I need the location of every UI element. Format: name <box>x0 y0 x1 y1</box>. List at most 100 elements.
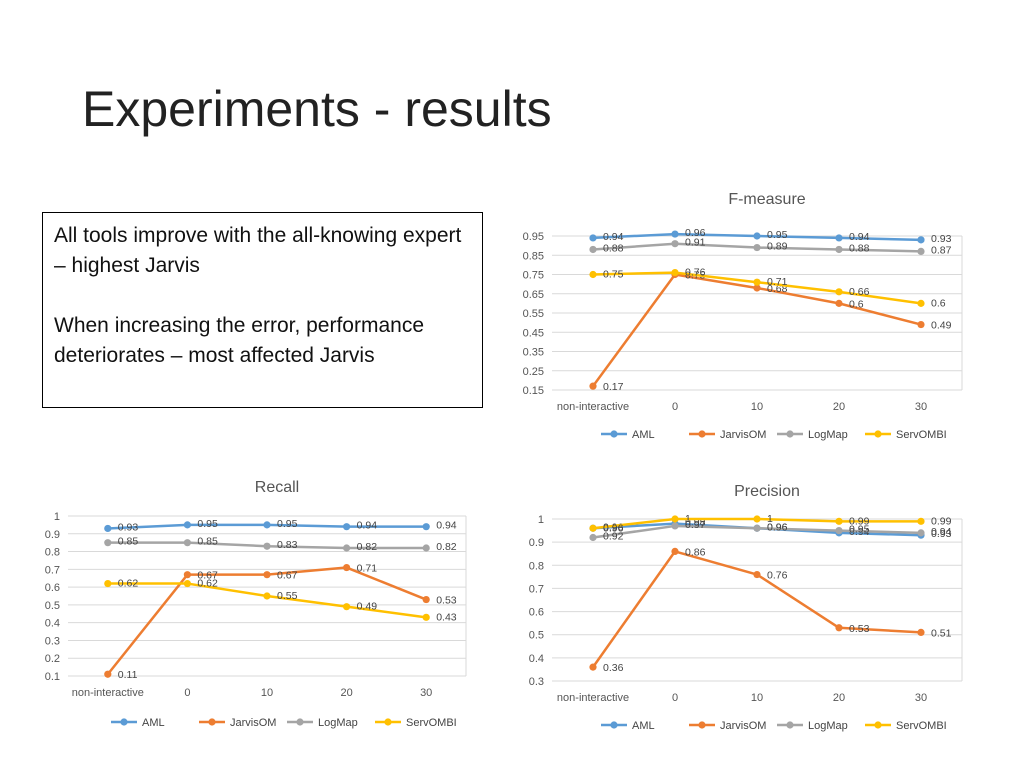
legend-marker <box>384 718 392 726</box>
legend-marker <box>120 718 128 726</box>
notes-box: All tools improve with the all-knowing e… <box>42 212 483 408</box>
data-label: 0.86 <box>685 546 706 558</box>
note-text: All tools improve with the all-knowing e… <box>54 224 462 277</box>
data-label: 0.96 <box>767 521 788 533</box>
chart-title: Recall <box>255 479 299 496</box>
data-label: 0.96 <box>603 522 624 534</box>
y-tick-label: 0.8 <box>529 560 544 572</box>
note-text: When increasing the error, performance d… <box>54 314 425 367</box>
precision-chart-svg: Precision 0.3 0.4 0.5 0.6 0.7 0.8 0.9 1 non-inter… <box>529 483 963 732</box>
x-tick-label: 10 <box>751 692 763 704</box>
data-point <box>917 628 925 636</box>
legend-label: LogMap <box>808 429 848 441</box>
legend-label: AML <box>632 720 655 732</box>
legend-marker <box>874 721 882 729</box>
data-point <box>104 579 112 588</box>
legend-marker <box>698 430 706 438</box>
data-label: 0.85 <box>118 536 139 548</box>
data-label: 0.88 <box>849 242 870 254</box>
data-label: 0.82 <box>436 541 457 553</box>
y-tick-label: 0.95 <box>523 231 544 243</box>
data-label: 0.75 <box>603 269 624 281</box>
legend-label: AML <box>632 429 655 441</box>
data-label: 0.76 <box>767 570 788 582</box>
data-point <box>104 670 112 678</box>
data-label: 0.51 <box>931 627 952 639</box>
data-point <box>104 524 112 533</box>
y-tick-label: 0.5 <box>45 600 60 612</box>
y-tick-label: 1 <box>54 511 60 523</box>
x-tick-label: non-interactive <box>557 692 629 704</box>
x-tick-label: non-interactive <box>72 687 144 699</box>
data-label: 0.82 <box>357 541 378 553</box>
data-label: 0.94 <box>436 520 457 532</box>
data-point <box>263 592 271 600</box>
x-tick-label: 30 <box>915 401 927 413</box>
data-label: 0.94 <box>357 520 378 532</box>
data-point <box>422 544 430 552</box>
data-point <box>343 523 351 531</box>
y-tick-label: 0.55 <box>523 308 544 320</box>
data-label: 0.17 <box>603 381 624 393</box>
data-point <box>589 382 597 390</box>
x-tick-label: non-interactive <box>557 401 629 413</box>
data-point <box>835 288 843 296</box>
legend-marker <box>610 430 618 438</box>
data-label: 0.76 <box>685 267 706 279</box>
y-tick-label: 0.25 <box>523 366 544 378</box>
y-tick-label: 0.85 <box>523 250 544 262</box>
data-label: 0.36 <box>603 662 624 674</box>
data-label: 0.96 <box>685 227 706 239</box>
data-point <box>104 539 112 547</box>
fmeasure-chart-svg: F-measure 0.15 0.25 0.35 0.45 0.55 0.65 0.75 0.8… <box>523 191 963 441</box>
data-point <box>753 278 761 286</box>
data-label: 0.89 <box>767 241 788 253</box>
recall-chart-svg: Recall 0.1 0.2 0.3 0.4 0.5 0.6 0.7 0.8 0.9 1 non-in… <box>45 479 467 729</box>
data-point <box>422 613 430 621</box>
data-point <box>917 320 925 329</box>
data-point <box>343 603 351 611</box>
legend-label: AML <box>142 717 165 729</box>
data-label: 0.55 <box>277 590 298 602</box>
data-point <box>671 230 679 238</box>
data-label: 0.66 <box>849 286 870 298</box>
series-line-jarvisom <box>591 550 922 668</box>
data-label: 0.71 <box>357 563 378 575</box>
data-point <box>183 579 191 588</box>
legend-label: JarvisOM <box>720 429 766 441</box>
x-tick-label: 30 <box>915 692 927 704</box>
y-tick-label: 0.5 <box>529 630 544 642</box>
y-tick-label: 0.1 <box>45 671 60 683</box>
legend-label: JarvisOM <box>230 717 276 729</box>
data-label: 0.11 <box>118 669 138 681</box>
data-label: 0.62 <box>197 578 218 590</box>
data-point <box>835 234 843 242</box>
y-tick-label: 0.2 <box>45 653 60 665</box>
data-point <box>917 529 925 537</box>
data-point <box>835 526 843 535</box>
data-label: 1 <box>767 513 773 525</box>
y-tick-label: 0.4 <box>45 618 60 630</box>
data-label: 0.92 <box>603 531 624 543</box>
data-point <box>753 515 761 523</box>
x-tick-label: 0 <box>672 401 678 413</box>
data-point <box>422 523 430 531</box>
data-label: 0.95 <box>849 524 870 536</box>
data-label: 0.62 <box>118 578 139 590</box>
data-point <box>343 544 351 552</box>
chart-title: F-measure <box>728 191 805 208</box>
data-point <box>835 517 843 525</box>
data-label: 0.96 <box>767 521 788 533</box>
data-label: 0.88 <box>603 242 624 254</box>
legend-label: LogMap <box>808 720 848 732</box>
legend-label: JarvisOM <box>720 720 766 732</box>
data-point <box>671 515 679 523</box>
data-point <box>343 563 351 572</box>
data-label: 0.99 <box>931 515 952 527</box>
data-point <box>753 284 761 292</box>
y-tick-label: 0.8 <box>45 547 60 559</box>
precision-chart: Precision 0.3 0.4 0.5 0.6 0.7 0.8 0.9 1 non-inter… <box>508 473 978 743</box>
data-label: 0.43 <box>436 611 457 623</box>
data-label: 0.83 <box>277 539 298 551</box>
data-point <box>753 243 761 252</box>
